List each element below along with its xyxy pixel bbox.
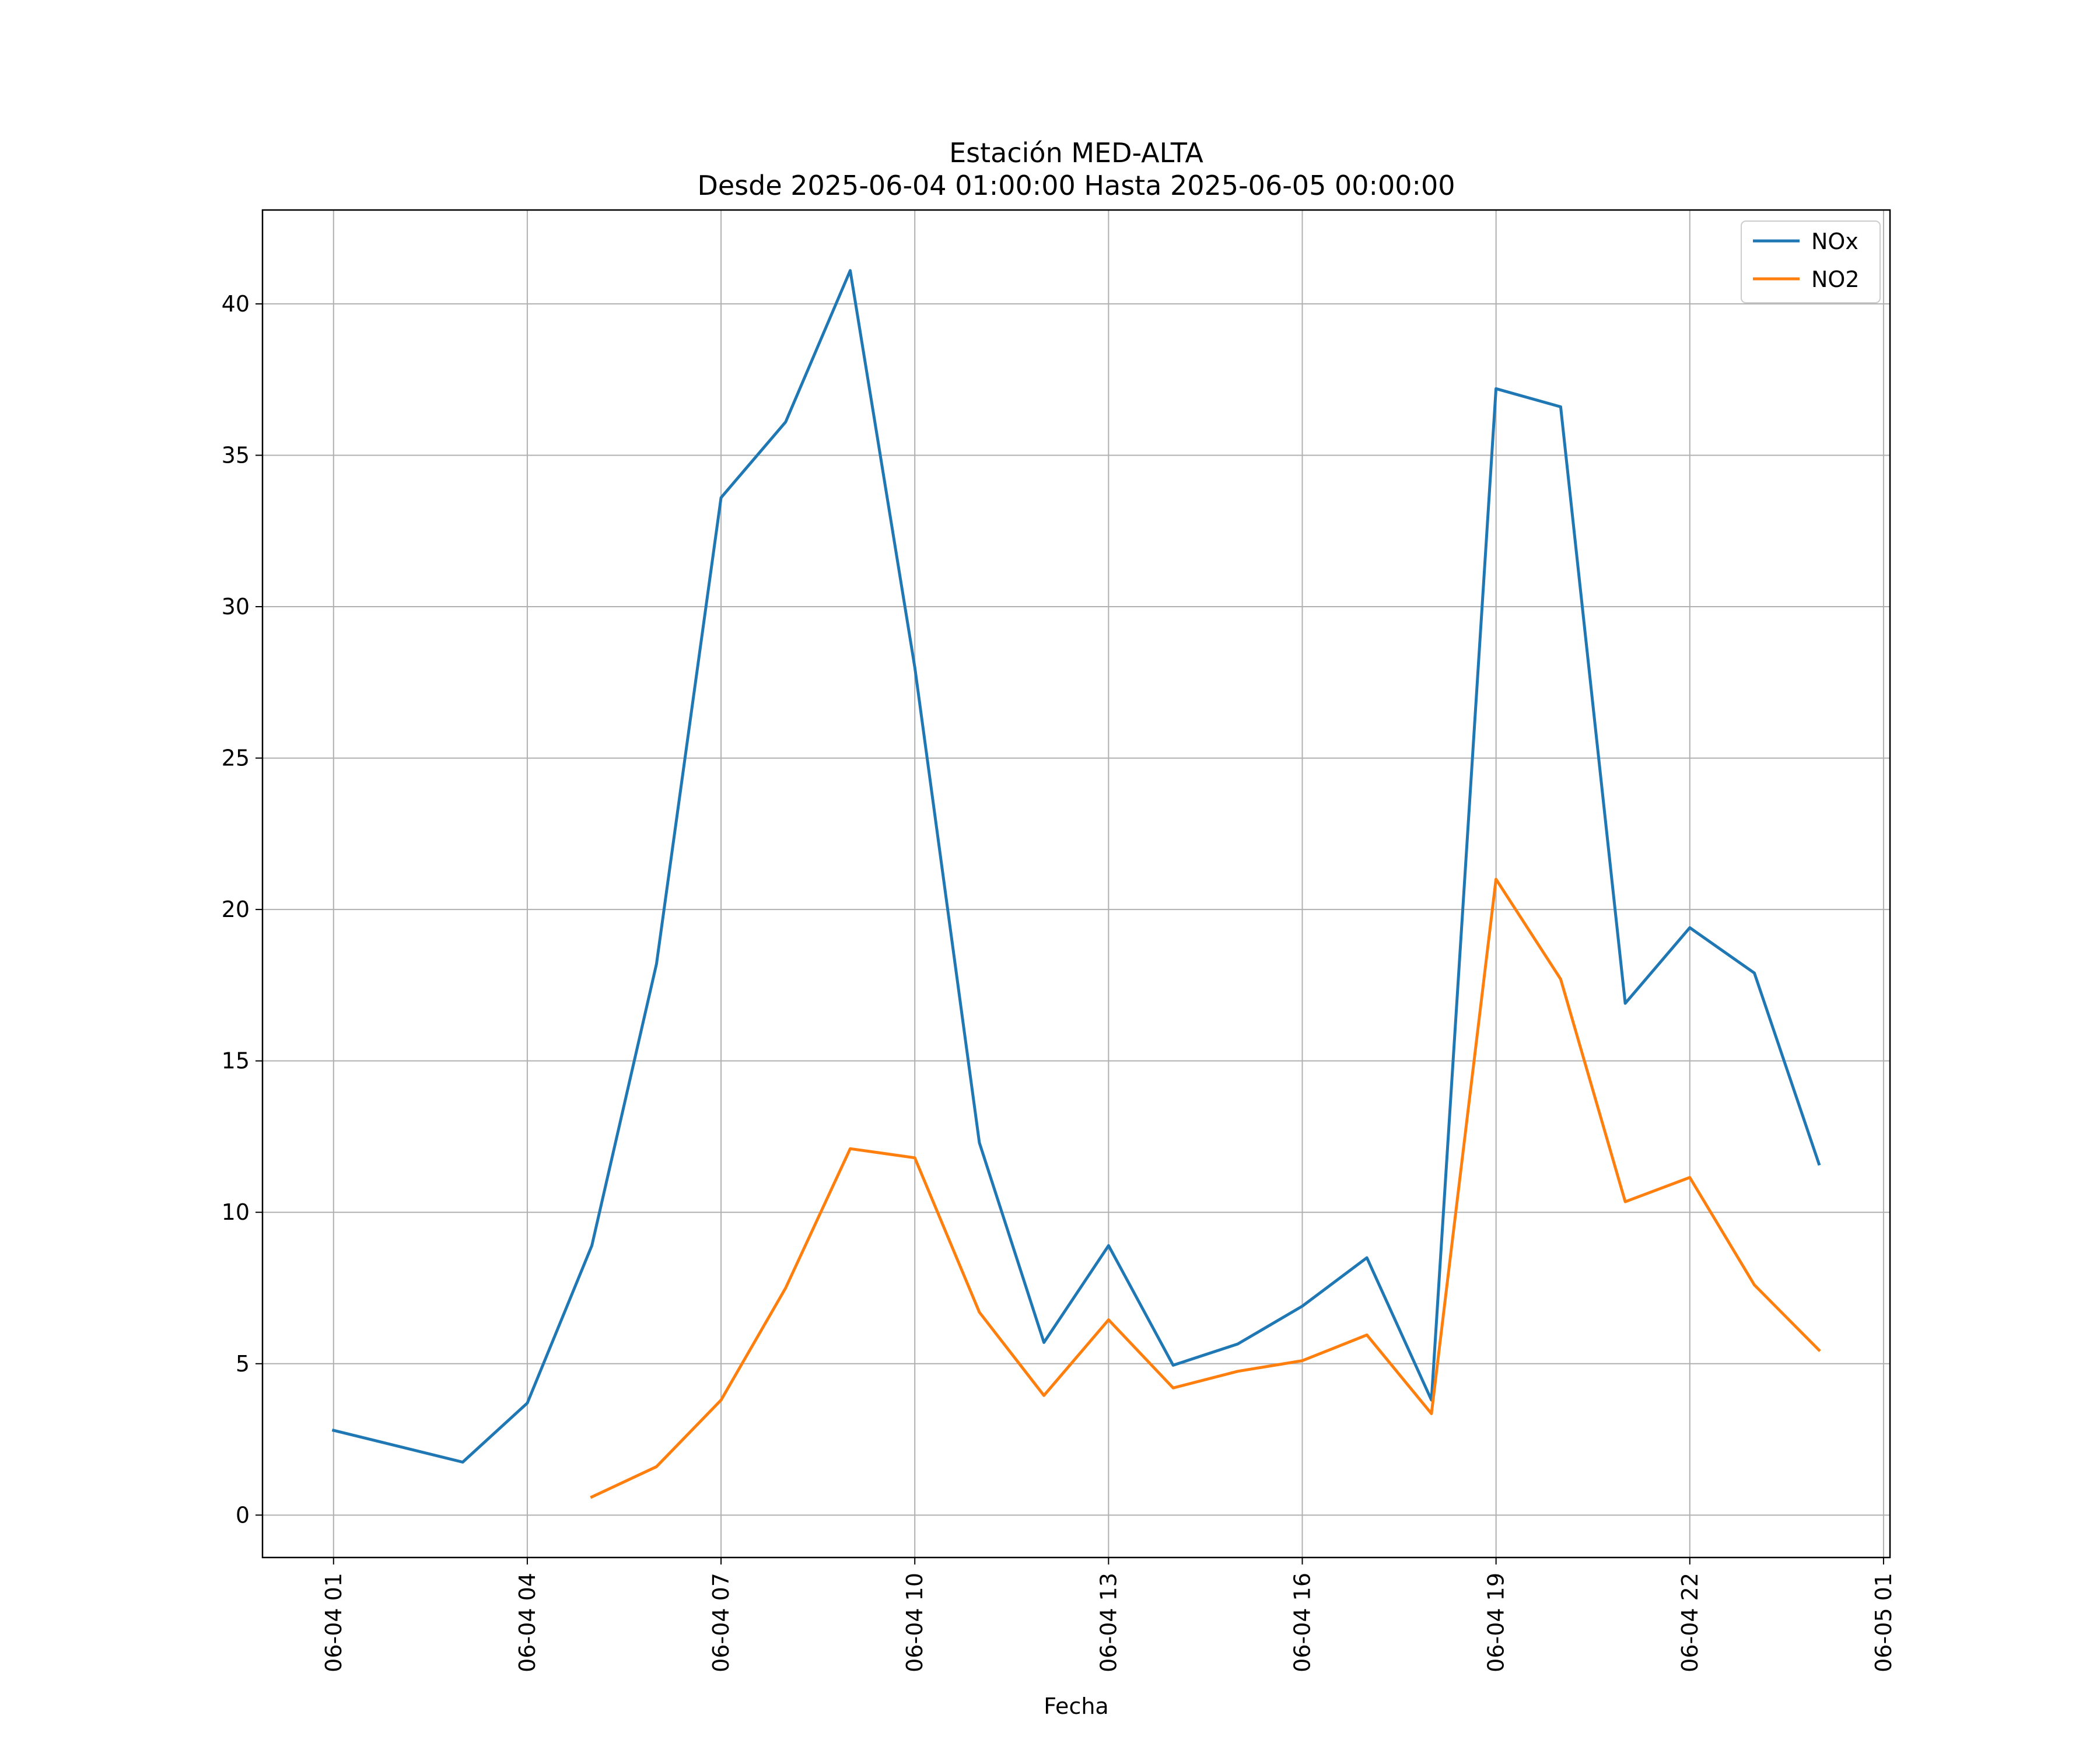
- x-tick-label: 06-04 19: [1483, 1573, 1509, 1672]
- y-tick-label: 20: [222, 897, 250, 922]
- legend-nox-label: NOx: [1811, 229, 1859, 254]
- y-axis-ticks: 0 5 10 15 20 25 30 35 40: [222, 291, 262, 1528]
- legend: NOx NO2: [1741, 220, 1881, 303]
- x-tick-label: 06-04 01: [321, 1573, 346, 1672]
- x-tick-label: 06-05 01: [1871, 1573, 1896, 1672]
- x-tick-label: 06-04 13: [1096, 1573, 1121, 1672]
- y-tick-label: 35: [222, 442, 250, 468]
- y-tick-label: 25: [222, 746, 250, 771]
- chart-title: Estación MED-ALTA: [949, 137, 1203, 169]
- x-axis-label: Fecha: [1044, 1693, 1108, 1719]
- x-tick-label: 06-04 07: [708, 1573, 734, 1672]
- x-tick-label: 06-04 04: [514, 1573, 540, 1672]
- x-tick-label: 06-04 10: [902, 1573, 928, 1672]
- series-line-nox: [331, 269, 1821, 1464]
- grid: [262, 210, 1890, 1558]
- y-tick-label: 5: [236, 1351, 250, 1377]
- x-tick-label: 06-04 22: [1677, 1573, 1703, 1672]
- series-group: [331, 269, 1821, 1499]
- chart-subtitle: Desde 2025-06-04 01:00:00 Hasta 2025-06-…: [697, 170, 1455, 201]
- legend-no2-label: NO2: [1811, 267, 1860, 292]
- plot-frame: [261, 209, 1891, 1559]
- y-tick-label: 10: [222, 1199, 250, 1225]
- x-axis-ticks: 06-04 01 06-04 04 06-04 07 06-04 10 06-04 13…: [321, 1558, 1896, 1672]
- y-tick-label: 30: [222, 594, 250, 620]
- x-tick-label: 06-04 16: [1290, 1573, 1315, 1672]
- y-tick-label: 15: [222, 1048, 250, 1074]
- y-tick-label: 0: [236, 1502, 250, 1528]
- y-tick-label: 40: [222, 291, 250, 317]
- series-line-no2: [590, 877, 1821, 1499]
